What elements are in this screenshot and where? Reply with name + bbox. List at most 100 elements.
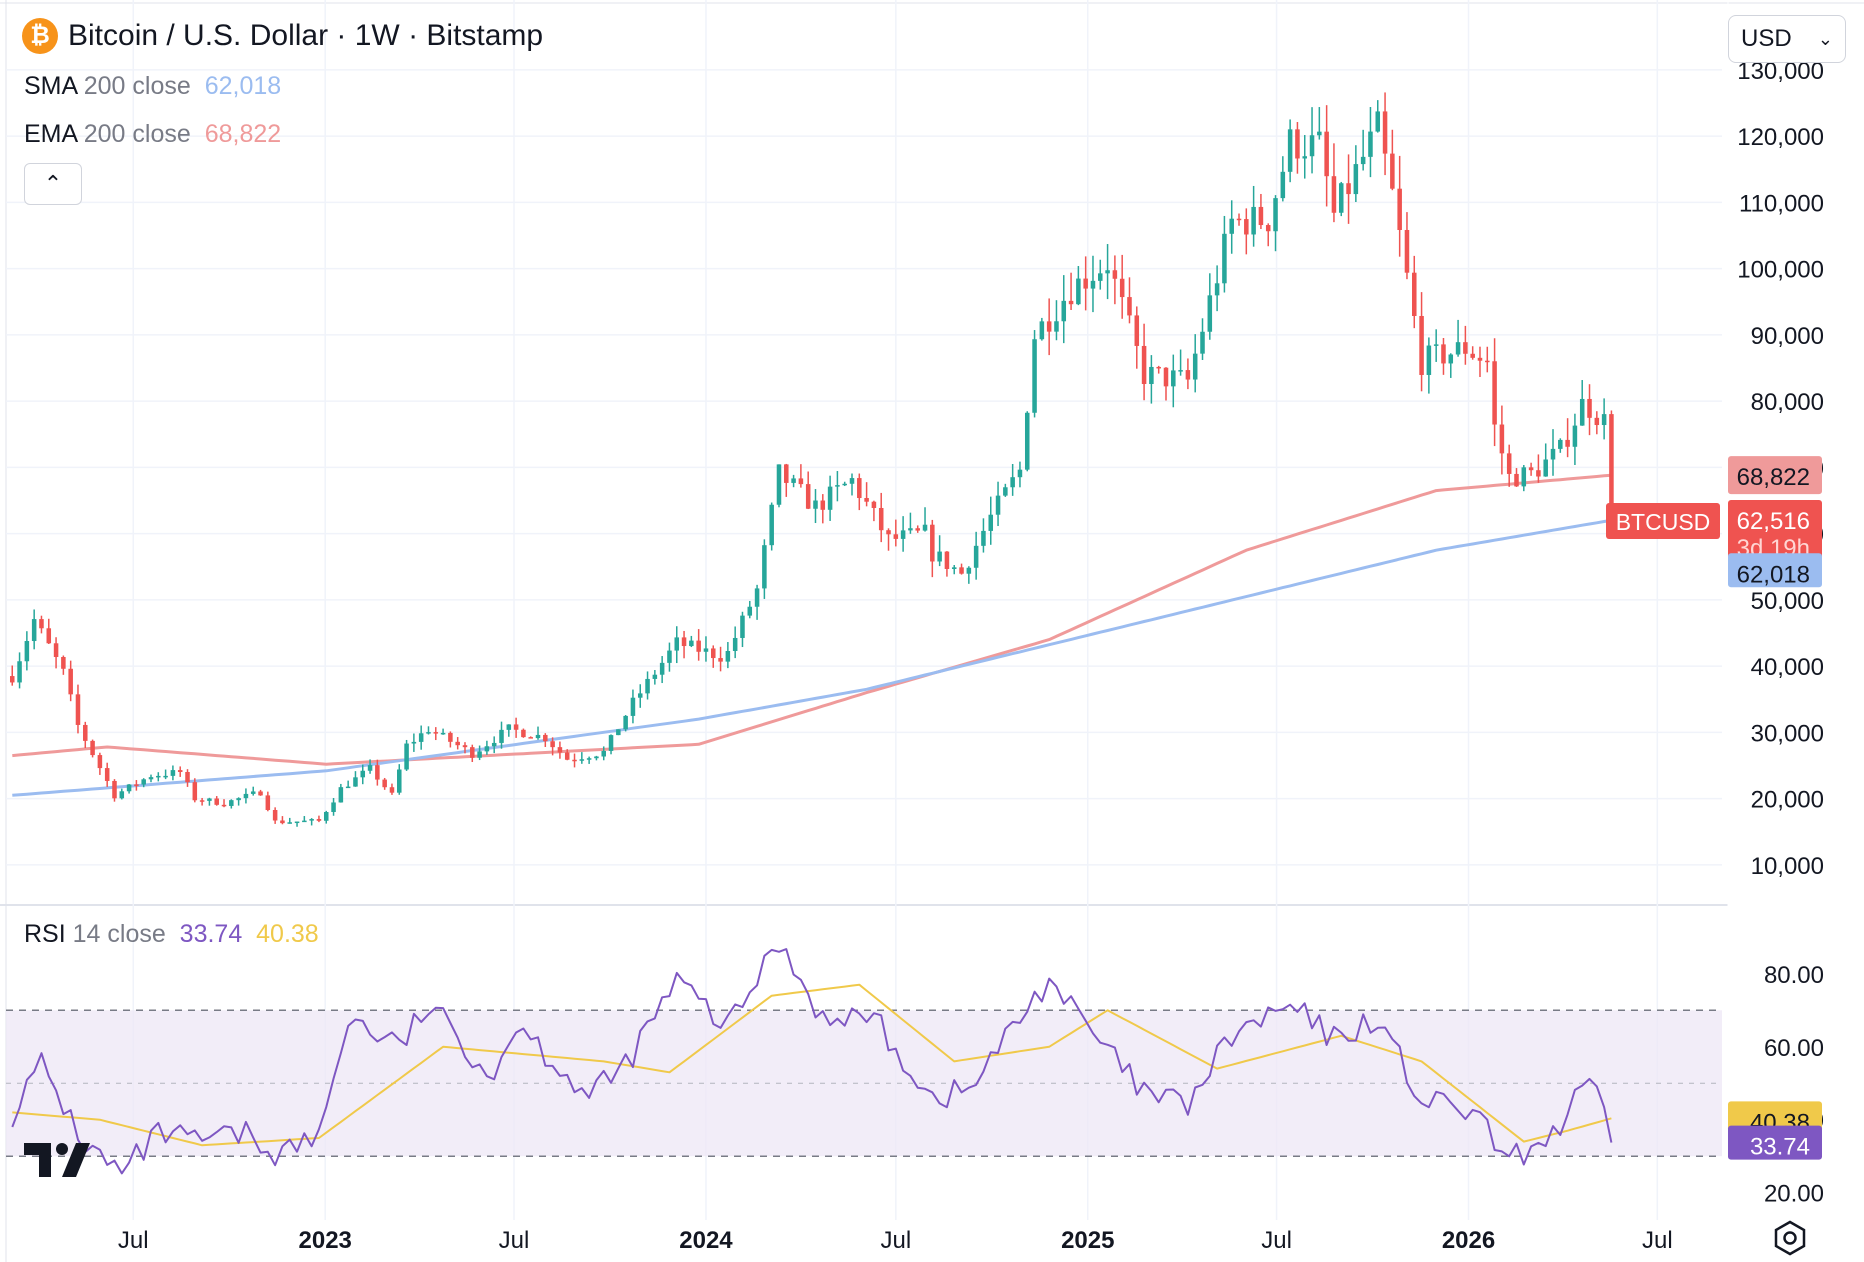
candle <box>798 464 804 488</box>
candle <box>1068 272 1074 310</box>
candle <box>9 665 15 686</box>
candle <box>1098 259 1103 290</box>
candle <box>886 528 891 551</box>
candle <box>623 715 628 732</box>
candle <box>163 769 168 780</box>
candle <box>769 502 774 551</box>
time-tick-label: Jul <box>499 1227 530 1254</box>
chart-title[interactable]: Bitcoin / U.S. Dollar · 1W · Bitstamp <box>68 19 544 52</box>
candle <box>805 471 811 510</box>
candle <box>1156 365 1161 374</box>
price-tick-label: 10,000 <box>1751 853 1824 880</box>
candle <box>1594 411 1600 435</box>
candle <box>1061 275 1067 344</box>
candle <box>1010 463 1015 496</box>
candle <box>462 742 468 754</box>
rsi-value-label: 33.74 <box>1728 1125 1822 1161</box>
candle <box>83 721 88 749</box>
candle <box>637 684 643 708</box>
svg-text:BTCUSD: BTCUSD <box>1616 509 1711 535</box>
candle <box>1404 212 1410 280</box>
candle <box>221 799 227 808</box>
candle <box>148 774 154 783</box>
candle <box>1236 213 1242 226</box>
candle <box>1141 323 1147 401</box>
candle <box>1317 107 1322 140</box>
candle <box>791 474 796 488</box>
currency-select-value: USD <box>1741 25 1792 52</box>
ema-name: EMA <box>24 120 77 148</box>
currency-select[interactable]: USD ⌄ <box>1728 15 1846 63</box>
candle <box>265 791 271 812</box>
candle <box>1375 100 1381 133</box>
candle <box>448 731 453 748</box>
candle <box>1463 325 1468 365</box>
moving-averages <box>12 473 1612 797</box>
candle <box>513 717 519 738</box>
candles <box>9 92 1614 827</box>
rsi-tick-label: 60.00 <box>1764 1035 1824 1062</box>
last-price-symbol-tag: BTCUSD <box>1606 502 1720 539</box>
candle <box>1433 329 1439 362</box>
candle <box>944 551 950 577</box>
candle <box>61 655 66 675</box>
candle <box>31 609 37 650</box>
candle <box>1265 223 1271 247</box>
candle <box>1003 483 1008 497</box>
candle <box>988 496 994 545</box>
settings-gear-icon[interactable] <box>1770 1218 1810 1258</box>
collapse-legend-button[interactable]: ⌃ <box>24 163 82 205</box>
candle <box>1200 318 1205 361</box>
candle <box>645 671 650 700</box>
candle <box>594 755 599 761</box>
svg-text:62,516: 62,516 <box>1737 508 1810 535</box>
candle <box>1441 337 1446 375</box>
candle <box>1024 411 1030 472</box>
candle <box>564 749 570 761</box>
candle <box>1280 156 1286 202</box>
ema-value: 68,822 <box>204 120 282 148</box>
candle <box>1506 444 1512 487</box>
rsi-name: RSI <box>24 920 66 948</box>
candle <box>951 565 957 575</box>
sma-legend[interactable]: SMA 200 close 62,018 <box>24 72 281 101</box>
candle <box>294 821 300 827</box>
candle <box>689 635 694 648</box>
candle <box>710 645 716 668</box>
price-tick-label: 100,000 <box>1737 257 1824 284</box>
tradingview-logo-icon[interactable] <box>24 1143 92 1177</box>
candle <box>302 816 307 823</box>
rsi-band <box>6 1009 1722 1157</box>
candle <box>39 615 44 634</box>
ema-legend[interactable]: EMA 200 close 68,822 <box>24 120 281 149</box>
candle <box>53 637 59 669</box>
candle <box>382 777 387 790</box>
candle <box>433 727 439 741</box>
candle <box>857 473 862 511</box>
candle <box>725 642 731 669</box>
chart-title-row: ₿ Bitcoin / U.S. Dollar · 1W · Bitstamp <box>22 18 543 54</box>
candle <box>1192 334 1198 393</box>
candle <box>937 535 942 567</box>
candle <box>652 670 658 685</box>
candle <box>1601 398 1607 440</box>
rsi-tick-label: 80.00 <box>1764 962 1824 989</box>
sma-price-label: 62,018 <box>1728 553 1822 588</box>
candle <box>915 525 920 533</box>
candle <box>1448 353 1454 378</box>
candle <box>287 817 293 824</box>
candle <box>440 728 446 735</box>
rsi-legend[interactable]: RSI 14 close 33.74 40.38 <box>24 920 319 949</box>
candle <box>418 725 424 750</box>
time-tick-label: Jul <box>1261 1227 1292 1254</box>
price-tick-label: 20,000 <box>1751 787 1824 814</box>
candle <box>1119 254 1125 319</box>
candle <box>1477 346 1483 378</box>
ema-params: 200 close <box>83 120 191 148</box>
candle <box>236 797 241 806</box>
candle <box>1550 429 1556 476</box>
candle <box>667 642 672 672</box>
candle <box>1207 273 1213 340</box>
